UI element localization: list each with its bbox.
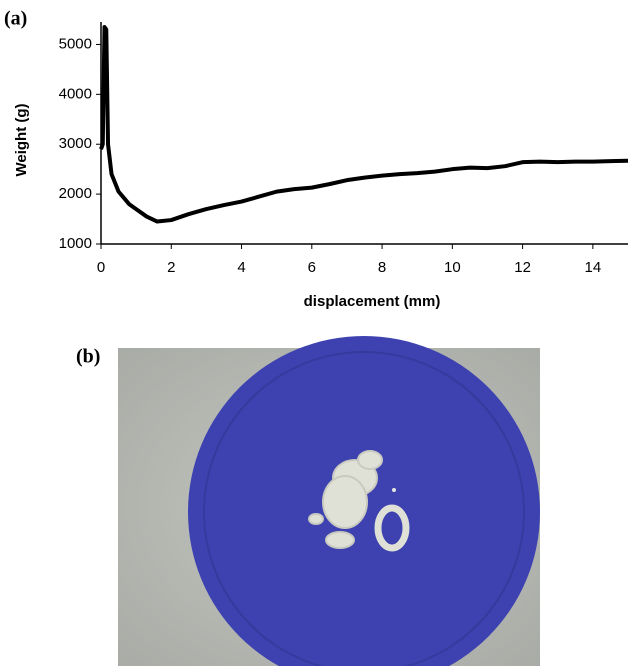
x-tick-label: 0 xyxy=(97,259,105,276)
y-tick-label: 4000 xyxy=(59,85,92,102)
x-tick-label: 2 xyxy=(167,259,175,276)
y-tick-label: 3000 xyxy=(59,135,92,152)
x-tick-label: 6 xyxy=(308,259,316,276)
y-tick-label: 5000 xyxy=(59,35,92,52)
sample xyxy=(308,450,410,552)
y-tick-label: 1000 xyxy=(59,235,92,252)
panel-label: (a) xyxy=(4,8,27,30)
speck xyxy=(392,488,396,492)
photo xyxy=(118,336,540,666)
dish-rim xyxy=(203,351,525,666)
data-line xyxy=(99,24,628,224)
x-tick-label: 8 xyxy=(378,259,386,276)
y-tick-label: 2000 xyxy=(59,185,92,202)
x-tick-label: 4 xyxy=(237,259,245,276)
x-tick-label: 12 xyxy=(514,259,531,276)
x-tick-label: 10 xyxy=(444,259,461,276)
y-axis-title: Weight (g) xyxy=(13,103,30,176)
x-axis-title: displacement (mm) xyxy=(304,293,441,310)
panel-label: (b) xyxy=(76,346,100,368)
x-tick-label: 14 xyxy=(585,259,602,276)
